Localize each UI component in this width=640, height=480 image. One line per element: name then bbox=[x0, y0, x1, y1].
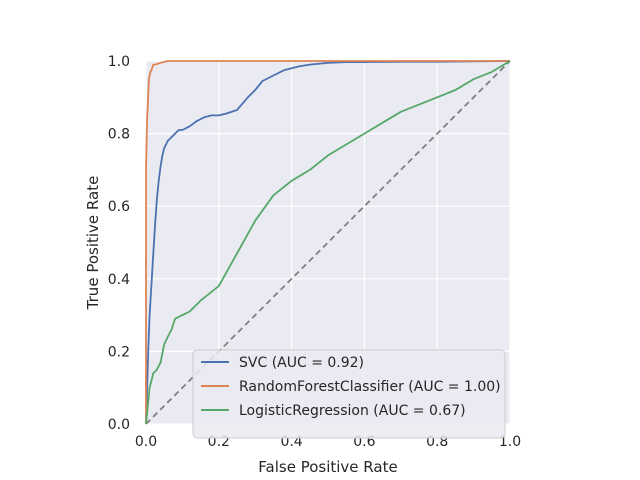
series-line-2 bbox=[145, 60, 511, 425]
y-tick-labels: 0.0 0.2 0.4 0.6 0.8 1.0 bbox=[108, 54, 130, 433]
y-axis-label: True Positive Rate bbox=[84, 176, 102, 311]
y-tick-label: 0.8 bbox=[108, 127, 130, 143]
x-tick-labels: 0.0 0.2 0.4 0.6 0.8 1.0 bbox=[135, 434, 521, 450]
legend-label: LogisticRegression (AUC = 0.67) bbox=[239, 403, 466, 419]
series-line-0 bbox=[145, 60, 511, 425]
legend-box bbox=[192, 349, 506, 439]
series-lines bbox=[145, 60, 511, 425]
legend-label: RandomForestClassifier (AUC = 1.00) bbox=[239, 379, 501, 395]
legend-label: SVC (AUC = 0.92) bbox=[239, 355, 364, 371]
y-tick-label: 0.4 bbox=[108, 272, 130, 288]
x-tick-label: 0.0 bbox=[135, 434, 157, 450]
legend: SVC (AUC = 0.92) RandomForestClassifier (… bbox=[192, 349, 506, 439]
x-axis-label: False Positive Rate bbox=[258, 458, 397, 476]
y-tick-label: 0.0 bbox=[108, 417, 130, 433]
y-tick-label: 0.2 bbox=[108, 344, 130, 360]
x-tick-label: 1.0 bbox=[499, 434, 521, 450]
y-tick-label: 1.0 bbox=[108, 54, 130, 70]
y-tick-label: 0.6 bbox=[108, 199, 130, 215]
series-line-1 bbox=[145, 60, 510, 424]
